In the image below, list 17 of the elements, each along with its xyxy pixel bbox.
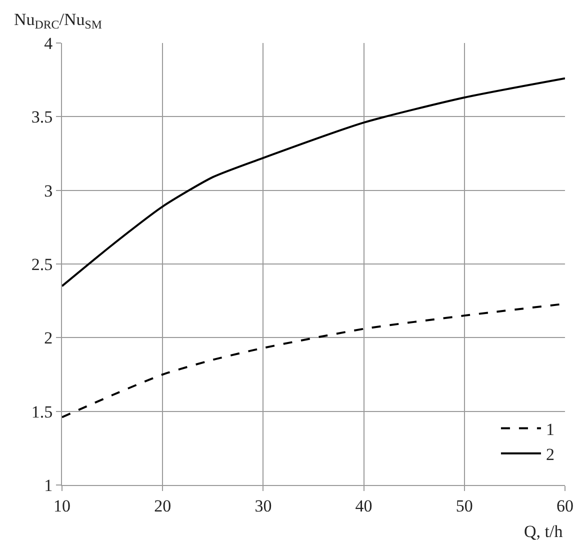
y-tick-label: 2.5	[31, 254, 53, 274]
x-tick-label: 40	[355, 496, 372, 516]
legend-label: 2	[546, 445, 554, 464]
y-tick-label: 1	[44, 476, 53, 495]
x-tick-label: 30	[254, 496, 272, 516]
y-tick-label: 3	[44, 181, 53, 200]
x-tick-label: 50	[456, 496, 473, 516]
x-axis-title: Q, t/h	[524, 522, 564, 540]
legend-label: 1	[546, 420, 554, 439]
y-tick-label: 3.5	[31, 108, 53, 127]
x-tick-label: 60	[556, 496, 574, 516]
y-tick-label: 2	[44, 328, 53, 348]
y-tick-label: 1.5	[31, 402, 53, 422]
y-axis-title: Nu$_{DRC}$/Nu$_{SM}$	[14, 10, 102, 32]
y-tick-label: 4	[44, 34, 54, 53]
x-tick-label: 10	[54, 496, 70, 516]
x-tick-label: 20	[154, 496, 172, 516]
